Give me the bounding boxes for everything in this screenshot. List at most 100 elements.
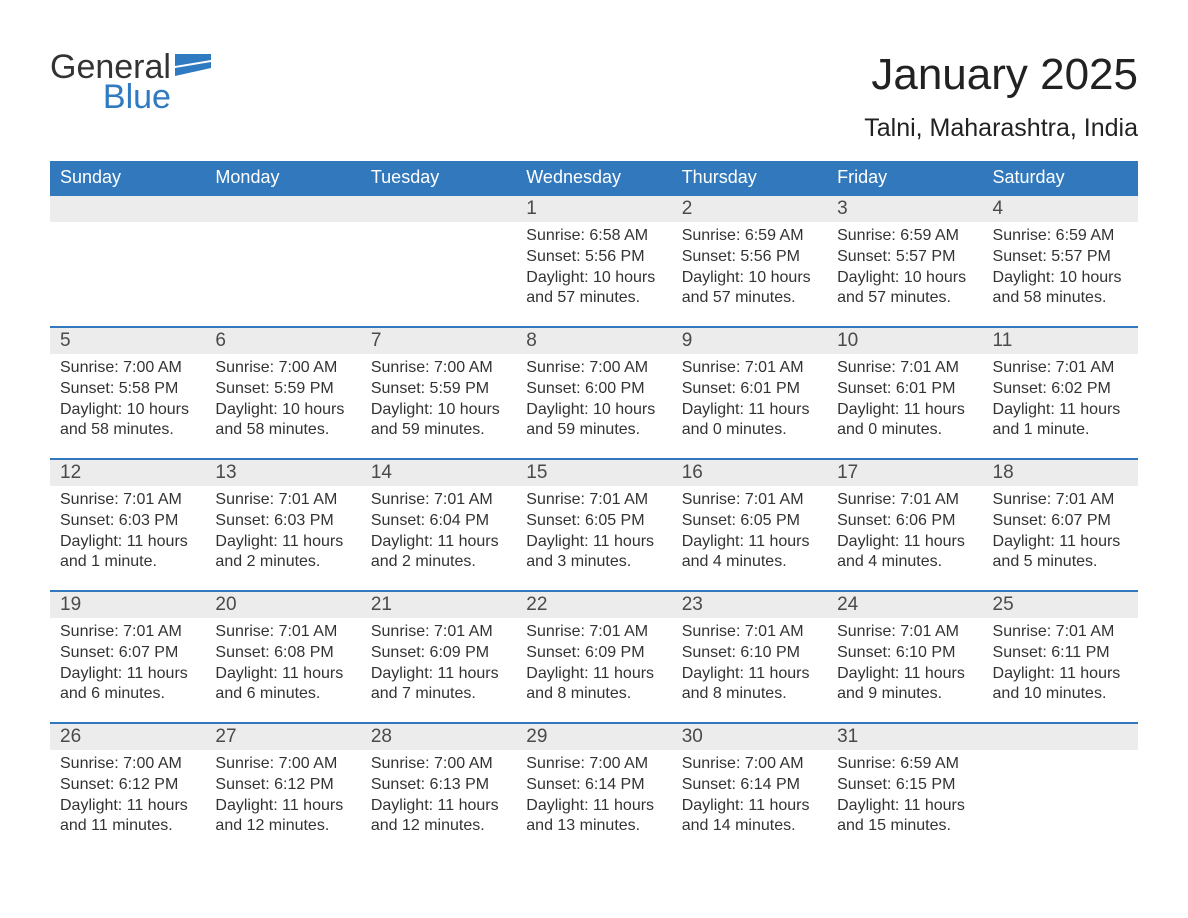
cell-line-day1: Daylight: 11 hours [215,796,350,817]
weekday-header: Monday [205,161,360,194]
day-number: 11 [983,328,1138,354]
cell-line-sunset: Sunset: 6:05 PM [526,511,661,532]
calendar-cell: 29Sunrise: 7:00 AMSunset: 6:14 PMDayligh… [516,724,671,854]
cell-body [983,750,1138,770]
day-number: 2 [672,196,827,222]
cell-line-day2: and 0 minutes. [682,420,817,441]
cell-line-sunrise: Sunrise: 7:01 AM [60,490,195,511]
day-number: 27 [205,724,360,750]
cell-line-sunset: Sunset: 6:08 PM [215,643,350,664]
cell-body: Sunrise: 7:00 AMSunset: 6:12 PMDaylight:… [50,750,205,853]
weekday-header-row: SundayMondayTuesdayWednesdayThursdayFrid… [50,161,1138,194]
cell-body: Sunrise: 7:01 AMSunset: 6:07 PMDaylight:… [983,486,1138,589]
cell-line-sunset: Sunset: 6:09 PM [371,643,506,664]
cell-line-day2: and 9 minutes. [837,684,972,705]
day-number: 8 [516,328,671,354]
cell-line-day1: Daylight: 11 hours [837,664,972,685]
cell-line-day2: and 2 minutes. [215,552,350,573]
calendar: SundayMondayTuesdayWednesdayThursdayFrid… [50,161,1138,854]
cell-body: Sunrise: 7:00 AMSunset: 6:14 PMDaylight:… [516,750,671,853]
calendar-cell [361,196,516,326]
cell-line-day1: Daylight: 11 hours [837,532,972,553]
cell-line-day1: Daylight: 11 hours [526,664,661,685]
cell-line-day1: Daylight: 11 hours [682,796,817,817]
cell-line-day2: and 6 minutes. [60,684,195,705]
cell-line-sunrise: Sunrise: 7:01 AM [993,358,1128,379]
calendar-week: 5Sunrise: 7:00 AMSunset: 5:58 PMDaylight… [50,326,1138,458]
cell-body: Sunrise: 7:01 AMSunset: 6:11 PMDaylight:… [983,618,1138,721]
cell-body: Sunrise: 7:01 AMSunset: 6:09 PMDaylight:… [516,618,671,721]
cell-line-day2: and 58 minutes. [993,288,1128,309]
cell-line-day1: Daylight: 11 hours [526,532,661,553]
day-number: 19 [50,592,205,618]
cell-line-day2: and 57 minutes. [526,288,661,309]
cell-line-sunrise: Sunrise: 6:59 AM [682,226,817,247]
cell-line-sunrise: Sunrise: 6:59 AM [993,226,1128,247]
cell-line-day1: Daylight: 10 hours [215,400,350,421]
calendar-cell: 30Sunrise: 7:00 AMSunset: 6:14 PMDayligh… [672,724,827,854]
calendar-cell: 25Sunrise: 7:01 AMSunset: 6:11 PMDayligh… [983,592,1138,722]
cell-line-day1: Daylight: 10 hours [60,400,195,421]
cell-line-sunrise: Sunrise: 7:00 AM [526,358,661,379]
cell-line-day2: and 57 minutes. [682,288,817,309]
cell-body: Sunrise: 7:01 AMSunset: 6:10 PMDaylight:… [672,618,827,721]
cell-line-sunrise: Sunrise: 7:00 AM [60,358,195,379]
day-number [50,196,205,222]
calendar-cell: 24Sunrise: 7:01 AMSunset: 6:10 PMDayligh… [827,592,982,722]
cell-line-day1: Daylight: 10 hours [526,268,661,289]
day-number: 5 [50,328,205,354]
calendar-cell: 1Sunrise: 6:58 AMSunset: 5:56 PMDaylight… [516,196,671,326]
day-number: 3 [827,196,982,222]
day-number: 26 [50,724,205,750]
calendar-cell: 31Sunrise: 6:59 AMSunset: 6:15 PMDayligh… [827,724,982,854]
cell-line-day2: and 57 minutes. [837,288,972,309]
cell-body: Sunrise: 7:01 AMSunset: 6:01 PMDaylight:… [827,354,982,457]
cell-line-sunrise: Sunrise: 7:01 AM [837,622,972,643]
calendar-cell: 13Sunrise: 7:01 AMSunset: 6:03 PMDayligh… [205,460,360,590]
cell-line-day2: and 6 minutes. [215,684,350,705]
cell-body: Sunrise: 7:01 AMSunset: 6:01 PMDaylight:… [672,354,827,457]
calendar-cell: 21Sunrise: 7:01 AMSunset: 6:09 PMDayligh… [361,592,516,722]
cell-line-sunset: Sunset: 6:03 PM [215,511,350,532]
cell-line-day1: Daylight: 11 hours [215,532,350,553]
cell-line-day2: and 1 minute. [60,552,195,573]
cell-line-sunset: Sunset: 6:04 PM [371,511,506,532]
cell-line-sunset: Sunset: 5:56 PM [526,247,661,268]
cell-body: Sunrise: 7:01 AMSunset: 6:05 PMDaylight:… [516,486,671,589]
cell-line-day2: and 11 minutes. [60,816,195,837]
cell-line-day1: Daylight: 10 hours [371,400,506,421]
cell-line-day1: Daylight: 10 hours [837,268,972,289]
cell-line-sunset: Sunset: 5:57 PM [993,247,1128,268]
cell-line-sunrise: Sunrise: 7:01 AM [837,490,972,511]
cell-line-day2: and 58 minutes. [215,420,350,441]
cell-line-sunset: Sunset: 6:07 PM [993,511,1128,532]
cell-body: Sunrise: 7:01 AMSunset: 6:03 PMDaylight:… [205,486,360,589]
cell-line-sunrise: Sunrise: 6:59 AM [837,226,972,247]
cell-line-sunset: Sunset: 6:02 PM [993,379,1128,400]
calendar-cell: 27Sunrise: 7:00 AMSunset: 6:12 PMDayligh… [205,724,360,854]
cell-line-day1: Daylight: 11 hours [371,796,506,817]
cell-body: Sunrise: 7:01 AMSunset: 6:09 PMDaylight:… [361,618,516,721]
calendar-cell: 26Sunrise: 7:00 AMSunset: 6:12 PMDayligh… [50,724,205,854]
calendar-cell: 5Sunrise: 7:00 AMSunset: 5:58 PMDaylight… [50,328,205,458]
cell-line-day1: Daylight: 11 hours [993,532,1128,553]
cell-line-sunset: Sunset: 5:59 PM [215,379,350,400]
calendar-cell: 10Sunrise: 7:01 AMSunset: 6:01 PMDayligh… [827,328,982,458]
calendar-cell [205,196,360,326]
cell-line-day1: Daylight: 11 hours [60,532,195,553]
cell-line-sunrise: Sunrise: 6:59 AM [837,754,972,775]
cell-line-sunrise: Sunrise: 7:01 AM [371,622,506,643]
calendar-cell: 18Sunrise: 7:01 AMSunset: 6:07 PMDayligh… [983,460,1138,590]
cell-line-sunset: Sunset: 6:07 PM [60,643,195,664]
weekday-header: Friday [827,161,982,194]
header-row: General Blue January 2025 Talni, Maharas… [50,50,1138,143]
cell-line-sunrise: Sunrise: 7:00 AM [215,358,350,379]
cell-body: Sunrise: 7:01 AMSunset: 6:02 PMDaylight:… [983,354,1138,457]
day-number [361,196,516,222]
cell-line-sunset: Sunset: 6:14 PM [682,775,817,796]
day-number: 18 [983,460,1138,486]
cell-body: Sunrise: 7:00 AMSunset: 5:59 PMDaylight:… [361,354,516,457]
day-number: 9 [672,328,827,354]
cell-line-sunset: Sunset: 5:57 PM [837,247,972,268]
cell-line-sunrise: Sunrise: 7:01 AM [526,622,661,643]
